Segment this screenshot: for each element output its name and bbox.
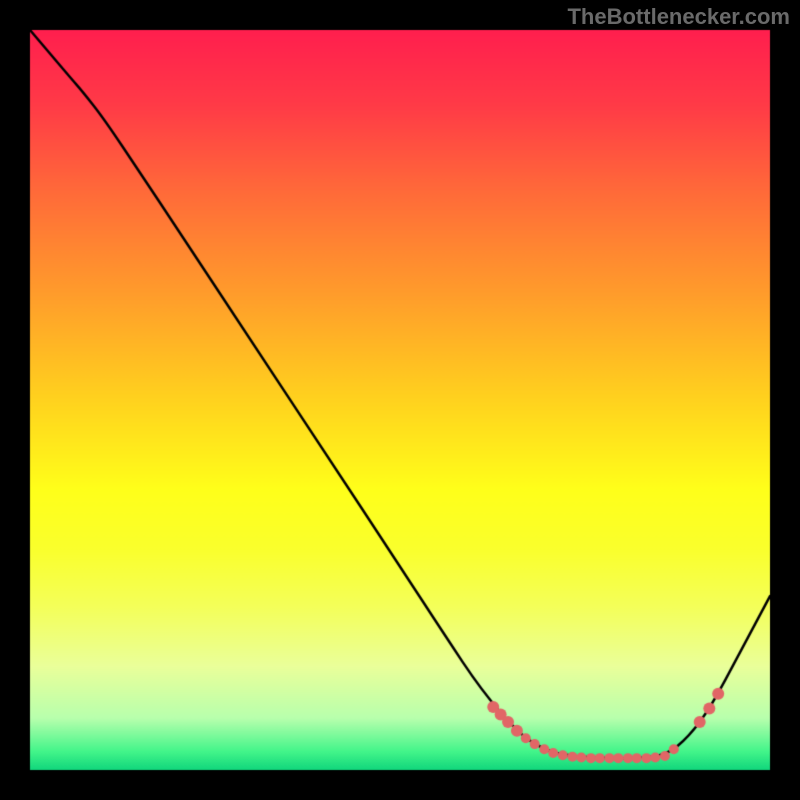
bottleneck-chart-canvas — [0, 0, 800, 800]
chart-root: TheBottlenecker.com — [0, 0, 800, 800]
attribution-label: TheBottlenecker.com — [567, 4, 790, 30]
